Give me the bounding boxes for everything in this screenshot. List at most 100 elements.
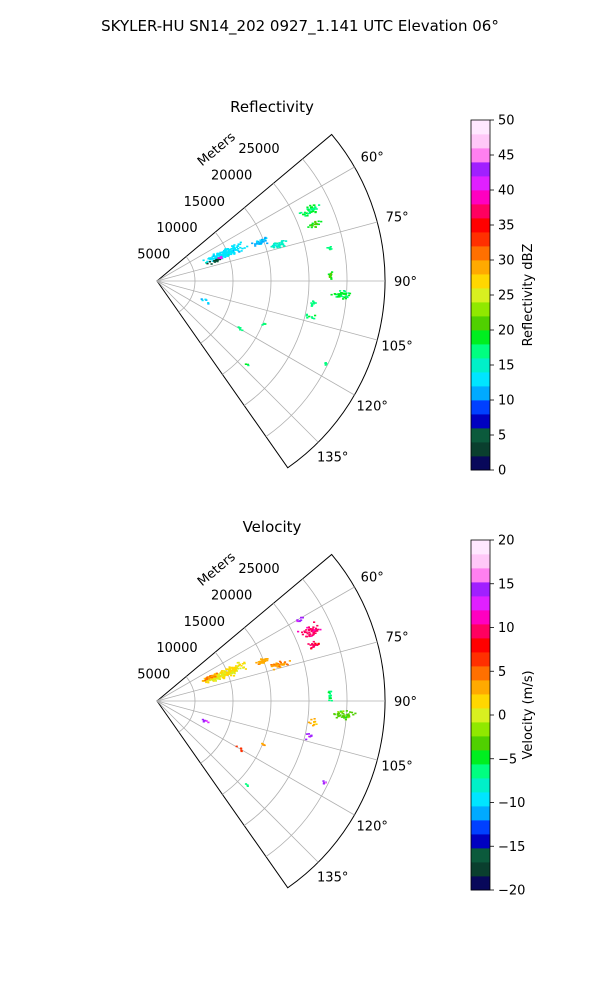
colorbar-segment: [471, 610, 490, 625]
echo-point: [342, 710, 345, 712]
echo-point: [210, 675, 213, 677]
echo-point: [204, 679, 207, 682]
echo-point: [285, 240, 288, 242]
echo-point: [233, 249, 237, 251]
colorbar-segment: [471, 302, 490, 317]
colorbar-segment: [471, 344, 490, 359]
echo-point: [315, 208, 318, 210]
echo-point: [201, 680, 204, 682]
azimuth-tick-label: 120°: [357, 819, 388, 834]
echo-point: [241, 329, 244, 332]
echo-point: [322, 782, 325, 785]
echo-point: [315, 723, 318, 725]
range-tick-label: 25000: [238, 562, 279, 577]
echo-point: [308, 634, 311, 636]
echo-point: [338, 293, 341, 295]
echo-point: [307, 643, 310, 645]
azimuth-spoke: [156, 700, 378, 761]
echo-point: [214, 255, 217, 258]
echo-point: [317, 223, 320, 226]
echo-point: [227, 254, 230, 256]
colorbar-segment: [471, 218, 490, 233]
echo-point: [310, 304, 314, 306]
echo-point: [215, 258, 218, 261]
echo-point: [307, 721, 311, 724]
echo-point: [258, 242, 261, 245]
echo-point: [309, 206, 313, 209]
echo-point: [239, 747, 243, 750]
echo-point: [230, 669, 233, 672]
echo-point: [336, 713, 339, 715]
echo-point: [239, 327, 242, 329]
echo-point: [280, 240, 284, 242]
echo-point: [233, 666, 236, 669]
colorbar-segment: [471, 456, 490, 471]
echo-point: [261, 743, 265, 745]
echo-point: [329, 248, 332, 250]
echo-point: [306, 317, 309, 319]
echo-point: [276, 664, 280, 666]
echo-point: [205, 262, 208, 264]
colorbar-segment: [471, 750, 490, 765]
echo-point: [309, 224, 313, 227]
radar-panel-reflectivity: Reflectivity 5000 10000 15000 20000 25000Mete…: [137, 98, 536, 479]
colorbar-segment: [471, 232, 490, 247]
echo-point: [210, 676, 214, 679]
echo-point: [209, 676, 212, 678]
echo-point: [337, 294, 340, 297]
echo-point: [213, 255, 216, 257]
range-tick-label: 25000: [238, 142, 279, 157]
colorbar-segment: [471, 708, 490, 723]
echo-point: [238, 663, 241, 666]
azimuth-spoke: [156, 280, 378, 341]
echo-point: [255, 241, 259, 243]
echo-point: [225, 253, 228, 256]
echo-point: [235, 249, 238, 251]
echo-point: [279, 661, 282, 664]
echo-point: [241, 247, 244, 250]
echo-point: [205, 681, 208, 684]
range-ring: [243, 603, 310, 826]
echo-point: [228, 248, 231, 251]
echo-point: [312, 301, 316, 304]
echo-point: [222, 670, 225, 672]
echo-point: [278, 665, 281, 668]
echo-point: [209, 258, 212, 260]
echo-point: [337, 711, 340, 713]
echo-point: [337, 715, 340, 718]
echo-point: [300, 616, 303, 619]
colorbar-segment: [471, 666, 490, 681]
echo-point: [311, 224, 314, 227]
echo-point: [223, 677, 226, 680]
echo-point: [297, 630, 300, 633]
echo-point: [310, 735, 313, 737]
echo-point: [314, 643, 318, 646]
echo-point: [307, 212, 310, 215]
echo-point: [272, 668, 275, 671]
echo-point: [240, 665, 243, 667]
colorbar-segment: [471, 316, 490, 331]
echo-point: [231, 668, 234, 670]
colorbar-segment: [471, 568, 490, 583]
colorbar-segment: [471, 442, 490, 457]
echo-point: [344, 297, 347, 300]
echo-point: [264, 240, 267, 242]
echo-point: [238, 251, 241, 253]
echo-point: [216, 677, 219, 680]
colorbar-segment: [471, 764, 490, 779]
range-ring: [200, 231, 234, 344]
azimuth-spoke: [156, 166, 355, 282]
echo-point: [227, 250, 230, 253]
echo-point: [336, 714, 339, 716]
echo-point: [221, 256, 224, 258]
echo-point: [264, 658, 267, 660]
azimuth-spoke: [156, 641, 378, 702]
echo-point: [218, 678, 221, 680]
azimuth-tick-label: 105°: [381, 759, 412, 774]
echo-point: [255, 661, 258, 664]
echo-point: [313, 632, 316, 634]
echo-point: [222, 675, 225, 677]
echo-point: [340, 716, 343, 718]
echo-point: [216, 260, 219, 263]
echo-point: [223, 676, 226, 678]
